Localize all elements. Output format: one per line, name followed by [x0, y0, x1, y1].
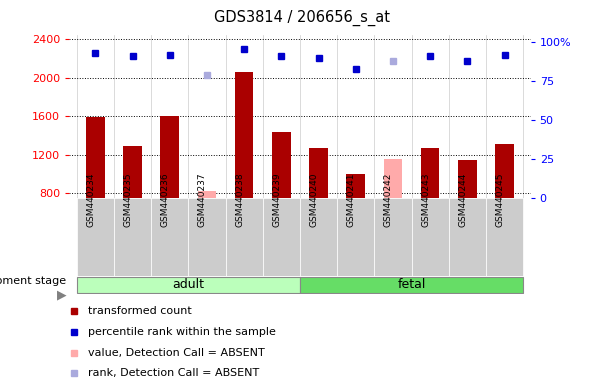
Bar [114, 198, 151, 276]
Text: GDS3814 / 206656_s_at: GDS3814 / 206656_s_at [213, 10, 390, 26]
Bar [495, 144, 514, 198]
Text: ▶: ▶ [57, 288, 66, 301]
Bar [347, 174, 365, 198]
Text: GSM440243: GSM440243 [421, 173, 430, 227]
Bar [160, 116, 179, 198]
Bar [123, 146, 142, 198]
Text: GSM440235: GSM440235 [124, 173, 133, 227]
Bar [77, 277, 300, 293]
Bar [300, 198, 337, 276]
Text: adult: adult [172, 278, 204, 291]
Bar [421, 148, 440, 198]
Bar [188, 198, 226, 276]
Text: GSM440240: GSM440240 [309, 173, 318, 227]
Bar [337, 198, 374, 276]
Bar [198, 191, 216, 198]
Bar [151, 198, 188, 276]
Bar [77, 198, 114, 276]
Bar [226, 198, 263, 276]
Text: GSM440241: GSM440241 [347, 173, 356, 227]
Bar [458, 161, 477, 198]
Text: GSM440242: GSM440242 [384, 173, 393, 227]
Bar [86, 117, 105, 198]
Text: percentile rank within the sample: percentile rank within the sample [88, 327, 276, 337]
Bar [309, 148, 328, 198]
Bar [374, 198, 412, 276]
Text: development stage: development stage [0, 276, 66, 286]
Bar [384, 159, 402, 198]
Text: GSM440234: GSM440234 [86, 173, 95, 227]
Bar [263, 198, 300, 276]
Text: rank, Detection Call = ABSENT: rank, Detection Call = ABSENT [88, 368, 259, 378]
Text: GSM440245: GSM440245 [496, 173, 505, 227]
Text: GSM440238: GSM440238 [235, 173, 244, 227]
Text: fetal: fetal [397, 278, 426, 291]
Text: GSM440237: GSM440237 [198, 173, 207, 227]
Bar [272, 132, 291, 198]
Text: GSM440239: GSM440239 [273, 173, 282, 227]
Text: GSM440236: GSM440236 [161, 173, 170, 227]
Text: value, Detection Call = ABSENT: value, Detection Call = ABSENT [88, 348, 265, 358]
Text: transformed count: transformed count [88, 306, 192, 316]
Bar [235, 72, 253, 198]
Bar [412, 198, 449, 276]
Bar [300, 277, 523, 293]
Bar [486, 198, 523, 276]
Text: GSM440244: GSM440244 [458, 173, 467, 227]
Bar [449, 198, 486, 276]
